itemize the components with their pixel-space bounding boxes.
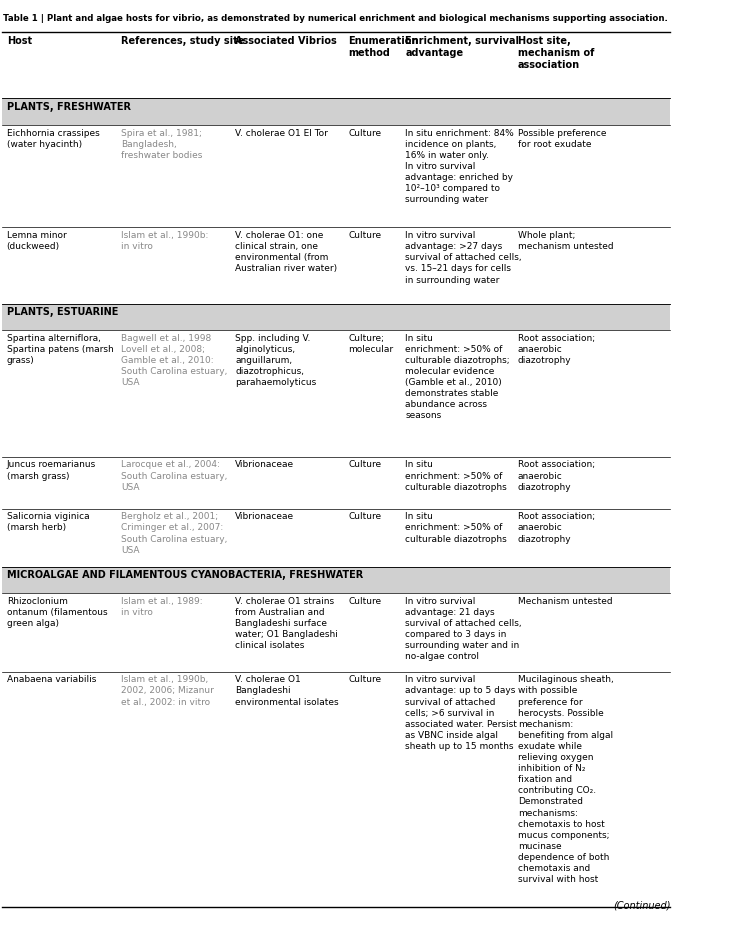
Text: Islam et al., 1990b,
2002, 2006; Mizanur
et al., 2002: in vitro: Islam et al., 1990b, 2002, 2006; Mizanur… — [121, 675, 214, 706]
Text: Islam et al., 1990b:
in vitro: Islam et al., 1990b: in vitro — [121, 231, 208, 251]
Text: V. cholerae O1
Bangladeshi
environmental isolates: V. cholerae O1 Bangladeshi environmental… — [236, 675, 339, 706]
Text: Root association;
anaerobic
diazotrophy: Root association; anaerobic diazotrophy — [518, 460, 595, 491]
Text: Salicornia viginica
(marsh herb): Salicornia viginica (marsh herb) — [7, 513, 89, 532]
Text: Whole plant;
mechanism untested: Whole plant; mechanism untested — [518, 231, 613, 251]
Text: Larocque et al., 2004:
South Carolina estuary,
USA: Larocque et al., 2004: South Carolina es… — [121, 460, 227, 491]
Text: Enrichment, survival
advantage: Enrichment, survival advantage — [405, 35, 519, 58]
Bar — [2, 567, 670, 593]
Text: Anabaena variabilis: Anabaena variabilis — [7, 675, 96, 685]
Text: In vitro survival
advantage: 21 days
survival of attached cells,
compared to 3 d: In vitro survival advantage: 21 days sur… — [405, 597, 522, 661]
Text: V. cholerae O1 El Tor: V. cholerae O1 El Tor — [236, 129, 328, 137]
Text: Enumeration
method: Enumeration method — [348, 35, 418, 58]
Text: Culture: Culture — [348, 513, 381, 521]
Text: Culture: Culture — [348, 675, 381, 685]
Text: Culture;
molecular: Culture; molecular — [348, 333, 393, 354]
Text: (Continued): (Continued) — [613, 900, 670, 911]
Text: Eichhornia crassipes
(water hyacinth): Eichhornia crassipes (water hyacinth) — [7, 129, 100, 149]
Text: Culture: Culture — [348, 231, 381, 240]
Text: PLANTS, ESTUARINE: PLANTS, ESTUARINE — [7, 307, 118, 318]
Text: Bergholz et al., 2001;
Criminger et al., 2007:
South Carolina estuary,
USA: Bergholz et al., 2001; Criminger et al.,… — [121, 513, 227, 555]
Bar — [2, 304, 670, 330]
Text: Table 1 | Plant and algae hosts for vibrio, as demonstrated by numerical enrichm: Table 1 | Plant and algae hosts for vibr… — [3, 14, 668, 22]
Bar — [2, 98, 670, 125]
Text: In situ
enrichment: >50% of
culturable diazotrophs: In situ enrichment: >50% of culturable d… — [405, 513, 507, 544]
Text: Rhizoclonium
ontanum (filamentous
green alga): Rhizoclonium ontanum (filamentous green … — [7, 597, 107, 628]
Text: Culture: Culture — [348, 597, 381, 606]
Text: Spira et al., 1981;
Bangladesh,
freshwater bodies: Spira et al., 1981; Bangladesh, freshwat… — [121, 129, 202, 160]
Text: Possible preference
for root exudate: Possible preference for root exudate — [518, 129, 606, 149]
Text: Associated Vibrios: Associated Vibrios — [236, 35, 337, 46]
Text: Host: Host — [7, 35, 32, 46]
Text: Vibrionaceae: Vibrionaceae — [236, 513, 294, 521]
Text: Root association;
anaerobic
diazotrophy: Root association; anaerobic diazotrophy — [518, 513, 595, 544]
Text: In vitro survival
advantage: >27 days
survival of attached cells,
vs. 15–21 days: In vitro survival advantage: >27 days su… — [405, 231, 522, 285]
Text: Juncus roemarianus
(marsh grass): Juncus roemarianus (marsh grass) — [7, 460, 96, 481]
Text: In situ
enrichment: >50% of
culturable diazotrophs;
molecular evidence
(Gamble e: In situ enrichment: >50% of culturable d… — [405, 333, 510, 420]
Text: Spp. including V.
alginolyticus,
anguillarum,
diazotrophicus,
parahaemolyticus: Spp. including V. alginolyticus, anguill… — [236, 333, 316, 387]
Text: Lemna minor
(duckweed): Lemna minor (duckweed) — [7, 231, 66, 251]
Text: Root association;
anaerobic
diazotrophy: Root association; anaerobic diazotrophy — [518, 333, 595, 365]
Text: References, study site: References, study site — [121, 35, 245, 46]
Text: PLANTS, FRESHWATER: PLANTS, FRESHWATER — [7, 102, 131, 112]
Text: In vitro survival
advantage: up to 5 days
survival of attached
cells; >6 surviva: In vitro survival advantage: up to 5 day… — [405, 675, 517, 751]
Text: Host site,
mechanism of
association: Host site, mechanism of association — [518, 35, 594, 70]
Text: In situ
enrichment: >50% of
culturable diazotrophs: In situ enrichment: >50% of culturable d… — [405, 460, 507, 491]
Text: Mechanism untested: Mechanism untested — [518, 597, 612, 606]
Text: MICROALGAE AND FILAMENTOUS CYANOBACTERIA, FRESHWATER: MICROALGAE AND FILAMENTOUS CYANOBACTERIA… — [7, 571, 363, 580]
Text: Bagwell et al., 1998
Lovell et al., 2008;
Gamble et al., 2010:
South Carolina es: Bagwell et al., 1998 Lovell et al., 2008… — [121, 333, 227, 387]
Text: Culture: Culture — [348, 460, 381, 470]
Text: Spartina alterniflora,
Spartina patens (marsh
grass): Spartina alterniflora, Spartina patens (… — [7, 333, 113, 365]
Text: Islam et al., 1989:
in vitro: Islam et al., 1989: in vitro — [121, 597, 202, 617]
Text: V. cholerae O1: one
clinical strain, one
environmental (from
Australian river wa: V. cholerae O1: one clinical strain, one… — [236, 231, 337, 274]
Text: Culture: Culture — [348, 129, 381, 137]
Text: In situ enrichment: 84%
incidence on plants,
16% in water only.
In vitro surviva: In situ enrichment: 84% incidence on pla… — [405, 129, 514, 205]
Text: Vibrionaceae: Vibrionaceae — [236, 460, 294, 470]
Text: Mucilaginous sheath,
with possible
preference for
herocysts. Possible
mechanism:: Mucilaginous sheath, with possible prefe… — [518, 675, 614, 884]
Text: V. cholerae O1 strains
from Australian and
Bangladeshi surface
water; O1 Banglad: V. cholerae O1 strains from Australian a… — [236, 597, 338, 650]
